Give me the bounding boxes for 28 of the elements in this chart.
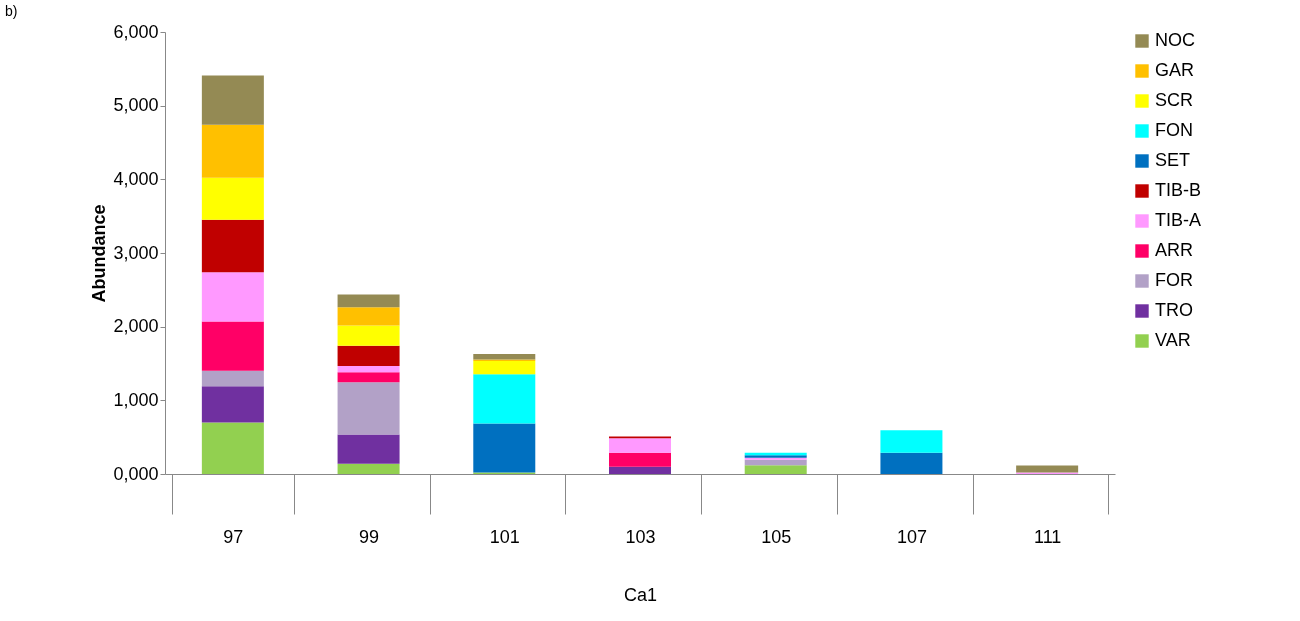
x-tick-label: 111 <box>1033 526 1062 547</box>
legend-label: FON <box>1155 120 1193 140</box>
legend-label: TIB-B <box>1155 180 1202 200</box>
y-tick-label: 2,000 <box>113 316 159 337</box>
x-tick-label: 97 <box>223 526 244 547</box>
legend-label: SCR <box>1155 90 1194 110</box>
y-tick-label: 4,000 <box>113 168 159 189</box>
legend-label: VAR <box>1155 330 1191 350</box>
x-tick-label: 107 <box>896 526 927 547</box>
legend-label: GAR <box>1155 60 1195 80</box>
y-tick-label: 6,000 <box>113 21 159 42</box>
legend-label: TIB-A <box>1155 210 1202 230</box>
text: b) <box>5 3 18 19</box>
x-tick-label: 103 <box>625 526 656 547</box>
y-axis-title: Abundance <box>89 204 110 303</box>
legend-label: ARR <box>1155 240 1194 260</box>
x-tick-label: 101 <box>489 526 520 547</box>
legend-label: FOR <box>1155 270 1193 290</box>
y-tick-label: 5,000 <box>113 95 159 116</box>
legend-label: SET <box>1155 150 1191 170</box>
y-tick-label: 0,000 <box>113 463 159 484</box>
y-tick-label: 1,000 <box>113 389 159 410</box>
legend-label: NOC <box>1155 30 1195 50</box>
x-tick-label: 99 <box>359 526 380 547</box>
x-tick-label: 105 <box>761 526 792 547</box>
y-tick-label: 3,000 <box>113 242 159 263</box>
x-axis-title: Ca1 <box>623 584 658 605</box>
legend-label: TRO <box>1155 300 1193 320</box>
